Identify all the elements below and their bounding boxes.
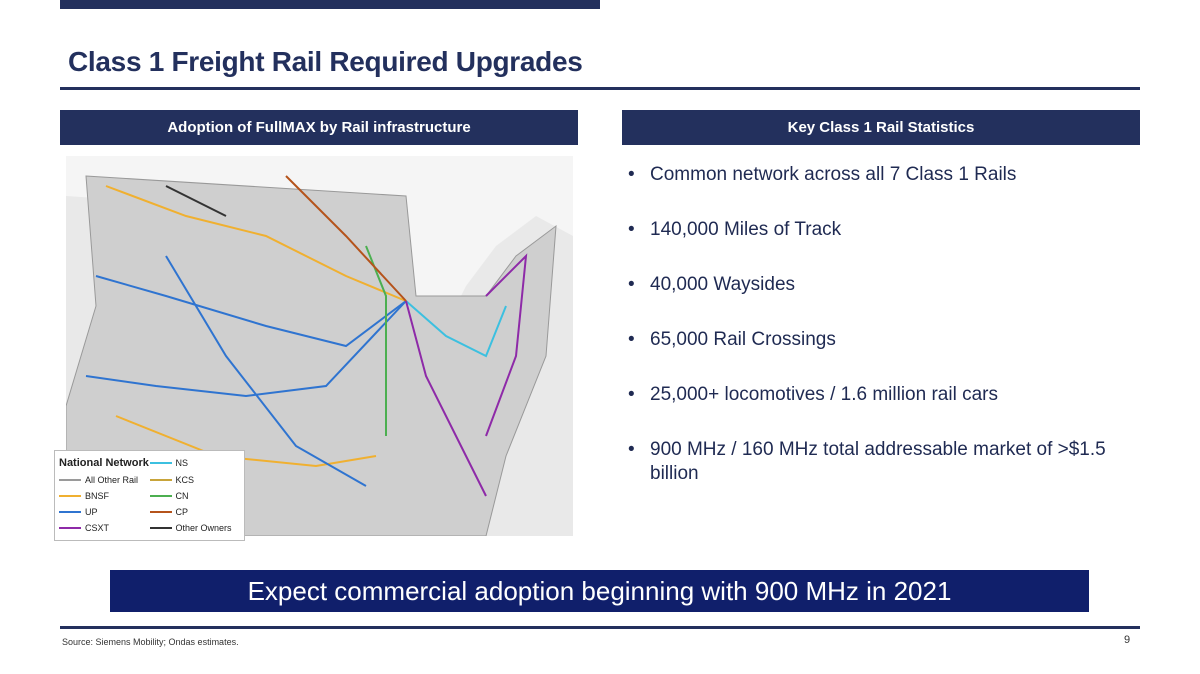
page-number: 9 (1124, 634, 1131, 646)
top-accent-bar (60, 0, 600, 9)
footer-divider (60, 626, 1140, 629)
map-legend: National Network NS All Other Rail KCS B… (54, 450, 245, 541)
legend-item-other-owners: Other Owners (149, 523, 241, 533)
legend-item-csxt: CSXT (59, 523, 150, 533)
source-note: Source: Siemens Mobility; Ondas estimate… (62, 637, 239, 647)
legend-item-bnsf: BNSF (59, 491, 150, 501)
stat-item: 140,000 Miles of Track (628, 218, 1128, 242)
stat-item: 900 MHz / 160 MHz total addressable mark… (628, 438, 1128, 486)
stats-list: Common network across all 7 Class 1 Rail… (628, 163, 1128, 517)
title-divider (60, 87, 1140, 90)
stat-item: 40,000 Waysides (628, 273, 1128, 297)
legend-item-cp: CP (149, 507, 241, 517)
legend-title: National Network (59, 457, 149, 469)
stat-item: Common network across all 7 Class 1 Rail… (628, 163, 1128, 187)
page-title: Class 1 Freight Rail Required Upgrades (68, 46, 583, 77)
legend-item-cn: CN (149, 491, 241, 501)
stat-item: 25,000+ locomotives / 1.6 million rail c… (628, 383, 1128, 407)
adoption-banner: Expect commercial adoption beginning wit… (110, 570, 1089, 612)
legend-item-up: UP (59, 507, 150, 517)
stat-item: 65,000 Rail Crossings (628, 328, 1128, 352)
left-section-header: Adoption of FullMAX by Rail infrastructu… (60, 110, 578, 145)
legend-item-ns: NS (149, 457, 241, 469)
legend-item-kcs: KCS (149, 475, 241, 485)
legend-item-all-other-rail: All Other Rail (59, 475, 150, 485)
right-section-header: Key Class 1 Rail Statistics (622, 110, 1140, 145)
